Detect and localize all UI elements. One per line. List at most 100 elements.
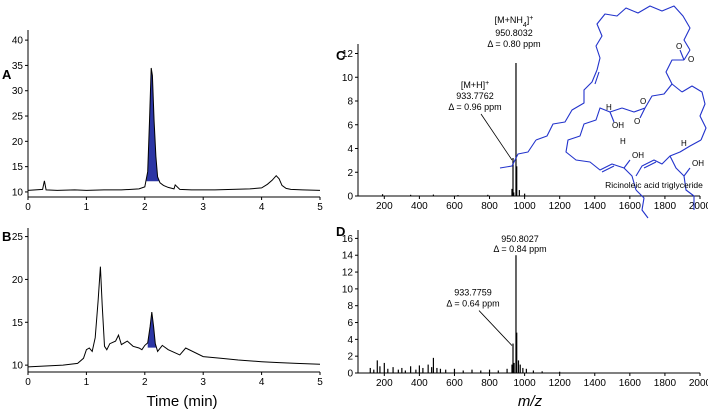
annotation-mass-main: 950.8027	[501, 234, 539, 244]
o-label-1: O	[676, 42, 682, 51]
structure-ester-left	[621, 107, 646, 113]
y-tick-label-c: 8	[347, 97, 353, 108]
y-tick-label-a: 35	[12, 61, 24, 72]
y-tick-label-d: 2	[347, 352, 353, 363]
structure-branch	[671, 83, 683, 93]
y-tick-label-a: 40	[12, 36, 24, 47]
structure-tail-top	[499, 139, 537, 169]
y-tick-label-d: 16	[342, 234, 354, 245]
annotation-ion-label-h: [M+H]+	[461, 80, 489, 91]
structure-ester-right	[681, 85, 707, 141]
y-tick-label-c: 6	[347, 120, 353, 131]
x-tick-label-b: 1	[84, 377, 90, 388]
x-tick-label-d: 1200	[549, 378, 572, 389]
structure-glycerol	[644, 59, 684, 109]
x-tick-label-d: 600	[446, 378, 463, 389]
x-tick-label-b: 3	[200, 377, 206, 388]
x-tick-label-d: 200	[376, 378, 393, 389]
y-tick-label-d: 10	[342, 284, 354, 295]
h-label-3: H	[681, 139, 687, 148]
o-label-3: O	[634, 117, 640, 126]
x-tick-label-c: 1200	[549, 201, 572, 212]
x-tick-label-a: 3	[200, 202, 206, 213]
x-tick-label-a: 1	[84, 202, 90, 213]
x-tick-label-c: 1400	[584, 201, 607, 212]
annotation-mass-minor: 933.7759	[454, 288, 492, 298]
y-tick-label-a: 15	[12, 162, 24, 173]
chromatogram-b: 0 1 2 3 4 5 10 15 20 25	[12, 228, 323, 388]
h-label-2: H	[620, 137, 626, 146]
structure-caption: Ricinoleic acid triglyceride	[605, 180, 703, 190]
annotation-delta-minor: Δ = 0.64 ppm	[446, 299, 499, 309]
x-tick-label-a: 4	[259, 202, 265, 213]
oh-label-3: OH	[692, 159, 704, 168]
trace-a	[27, 67, 321, 191]
structure-tail-left	[635, 189, 649, 219]
x-tick-label-d: 1600	[619, 378, 642, 389]
x-tick-label-a: 2	[142, 202, 148, 213]
structure-carbonyl-2	[639, 107, 646, 119]
x-tick-label-d: 1400	[584, 378, 607, 389]
structure-chain-left	[535, 69, 598, 141]
structure-tail-right	[669, 155, 695, 210]
structure-ester-co	[683, 49, 691, 61]
x-tick-label-c: 1600	[619, 201, 642, 212]
x-axis-title-time: Time (min)	[146, 393, 217, 410]
structure-carbonyl-1	[679, 49, 685, 61]
x-tick-label-b: 2	[142, 377, 148, 388]
y-tick-label-c: 0	[347, 192, 353, 203]
structure-double-bond-1	[594, 71, 600, 85]
x-tick-label-a: 0	[25, 202, 31, 213]
x-axis-title-mz: m/z	[518, 393, 543, 410]
annotation-delta-nh4: Δ = 0.80 ppm	[487, 39, 540, 49]
annotation-leader-h	[480, 113, 513, 161]
y-tick-label-a: 20	[12, 137, 24, 148]
structure-double-bond-2	[601, 165, 615, 173]
panel-label-d: D	[336, 224, 345, 239]
x-tick-label-c: 800	[481, 201, 498, 212]
annotation-mass-nh4: 950.8032	[495, 28, 533, 38]
x-tick-label-b: 0	[25, 377, 31, 388]
x-tick-label-d: 400	[411, 378, 428, 389]
x-tick-label-b: 4	[259, 377, 265, 388]
y-tick-label-a: 10	[12, 187, 24, 198]
structure-double-bond-3	[643, 161, 657, 169]
oh-label-1: OH	[612, 121, 624, 130]
structure-oh-bond-3	[683, 167, 691, 177]
annotation-delta-h: Δ = 0.96 ppm	[448, 102, 501, 112]
structure-oh-bond-2	[623, 159, 631, 169]
peak-highlight-a	[146, 67, 160, 182]
x-tick-label-c: 400	[411, 201, 428, 212]
y-tick-label-c: 10	[342, 73, 354, 84]
structure-chain-top	[595, 5, 691, 71]
x-tick-label-d: 1800	[654, 378, 677, 389]
y-tick-label-a: 30	[12, 86, 24, 97]
x-tick-label-c: 1800	[654, 201, 677, 212]
x-tick-label-a: 5	[317, 202, 323, 213]
o-label-4: O	[640, 97, 646, 106]
y-tick-label-d: 12	[342, 268, 354, 279]
y-tick-label-b: 10	[12, 361, 24, 372]
x-tick-label-c: 1000	[513, 201, 536, 212]
annotation-mass-h: 933.7762	[456, 91, 494, 101]
y-tick-label-c: 2	[347, 168, 353, 179]
annotation-delta-main: Δ = 0.84 ppm	[493, 244, 546, 254]
x-tick-label-b: 5	[317, 377, 323, 388]
h-label-1: H	[606, 103, 612, 112]
o-label-2: O	[688, 55, 694, 64]
y-tick-label-d: 6	[347, 318, 353, 329]
y-tick-label-d: 0	[347, 369, 353, 380]
y-tick-label-a: 25	[12, 112, 24, 123]
structure-chain-right	[635, 139, 702, 177]
y-tick-label-d: 4	[347, 335, 353, 346]
x-tick-label-c: 600	[446, 201, 463, 212]
ricinoleic-triglyceride-structure	[499, 5, 707, 219]
annotation-ion-label-nh4: [M+NH4]+	[495, 15, 534, 29]
panel-label-c: C	[336, 48, 346, 63]
x-tick-label-c: 200	[376, 201, 393, 212]
